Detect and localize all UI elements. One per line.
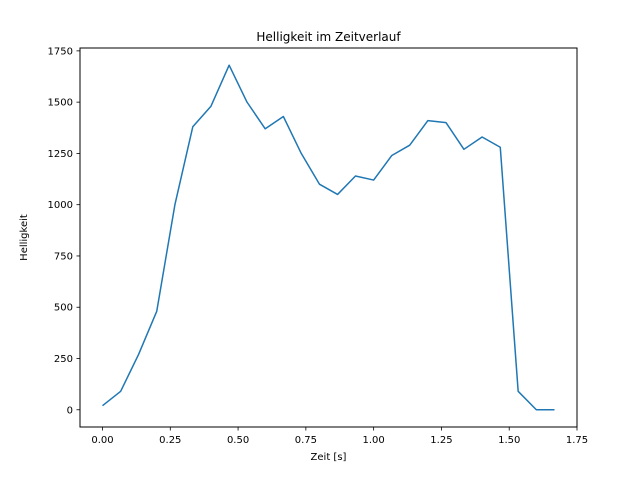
data-line-series (102, 64, 555, 411)
plot-area-border (79, 47, 578, 428)
y-tick-label: 500 (54, 303, 73, 314)
y-tick-label: 1750 (48, 46, 73, 57)
x-tick-label: 0.50 (227, 435, 249, 446)
y-axis-ticks: 0 250 500 750 1000 1250 1500 1750 (48, 46, 80, 416)
x-axis-label: Zeit [s] (311, 452, 347, 463)
x-tick-label: 1.25 (430, 435, 452, 446)
y-tick-label: 0 (67, 405, 73, 416)
y-tick-label: 250 (54, 354, 73, 365)
y-tick-label: 750 (54, 251, 73, 262)
y-tick-label: 1500 (48, 98, 73, 109)
x-tick-label: 1.00 (363, 435, 385, 446)
y-axis-label: Helligkeit (19, 214, 30, 261)
x-tick-label: 1.75 (566, 435, 588, 446)
x-tick-label: 1.50 (498, 435, 520, 446)
y-tick-label: 1250 (48, 149, 73, 160)
y-tick-label: 1000 (48, 200, 73, 211)
x-axis-ticks: 0.00 0.25 0.50 0.75 1.00 1.25 1.50 1.75 (91, 427, 588, 446)
x-tick-label: 0.25 (159, 435, 181, 446)
x-tick-label: 0.75 (295, 435, 317, 446)
chart-title: Helligkeit im Zeitverlauf (256, 30, 401, 44)
x-tick-label: 0.00 (91, 435, 113, 446)
